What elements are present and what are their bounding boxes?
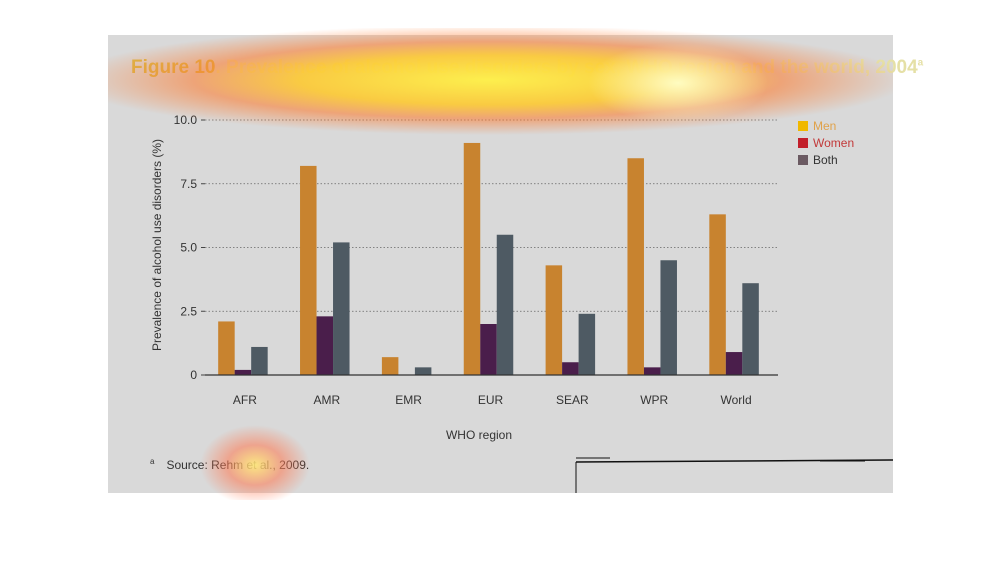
legend-item-both: Both xyxy=(798,151,854,168)
gridlines xyxy=(205,119,778,312)
source-note: a Source: Rehm et al., 2009. xyxy=(150,457,309,472)
x-tick-label: WPR xyxy=(640,393,668,407)
bar-both-sear xyxy=(578,313,596,375)
legend-item-men: Men xyxy=(798,117,854,134)
bar-both-amr xyxy=(333,242,350,375)
bar-both-world xyxy=(742,283,759,375)
legend: Men Women Both xyxy=(798,117,854,168)
bar-both-emr xyxy=(414,367,432,375)
legend-swatch-both xyxy=(798,154,808,165)
y-tick-label: 7.5 xyxy=(180,177,197,191)
y-axis-label: Prevalence of alcohol use disorders (%) xyxy=(150,138,164,352)
y-tick-label: 0 xyxy=(190,368,197,382)
legend-swatch-women xyxy=(798,137,808,148)
y-tick-label: 10.0 xyxy=(174,113,198,127)
legend-label-both: Both xyxy=(813,152,838,167)
bar-men-world xyxy=(709,214,726,375)
x-tick-label: AFR xyxy=(233,393,257,407)
bar-both-eur xyxy=(496,234,514,375)
bar-both-afr xyxy=(251,346,268,375)
bar-women-sear xyxy=(562,362,579,375)
bar-men-wpr xyxy=(627,158,644,375)
bar-women-wpr xyxy=(643,367,661,375)
x-tick-label: EUR xyxy=(478,393,504,407)
legend-item-women: Women xyxy=(798,134,854,151)
bar-women-eur xyxy=(480,324,497,375)
legend-label-men: Men xyxy=(813,118,837,133)
x-tick-label: EMR xyxy=(395,393,422,407)
x-tick-label: World xyxy=(721,393,752,407)
x-axis-label: WHO region xyxy=(445,428,513,442)
source-text: Source: Rehm et al., 2009. xyxy=(166,458,310,472)
bar-men-sear xyxy=(545,265,563,375)
bar-both-wpr xyxy=(660,260,677,375)
source-footnote-mark: a xyxy=(150,457,155,466)
title-figure-number: Figure 10 xyxy=(131,57,216,78)
y-tick-label: 2.5 xyxy=(180,304,197,318)
title-footnote-mark: a xyxy=(917,57,924,69)
bar-men-emr xyxy=(381,357,399,375)
x-tick-label: AMR xyxy=(313,393,340,407)
legend-label-women: Women xyxy=(813,135,855,150)
bar-men-eur xyxy=(463,142,481,375)
bars xyxy=(218,142,759,375)
y-tick-label: 5.0 xyxy=(180,241,197,255)
x-tick-label: SEAR xyxy=(556,393,589,407)
bar-women-amr xyxy=(316,316,334,375)
title-text: . Prevalence of alcohol use disorders by… xyxy=(215,57,918,78)
bar-men-amr xyxy=(300,165,317,375)
bar-women-world xyxy=(725,352,743,375)
chart-title: Figure 10. Prevalence of alcohol use dis… xyxy=(131,57,923,79)
bar-men-afr xyxy=(218,321,235,375)
legend-swatch-men xyxy=(798,120,808,131)
bar-women-afr xyxy=(234,369,252,375)
